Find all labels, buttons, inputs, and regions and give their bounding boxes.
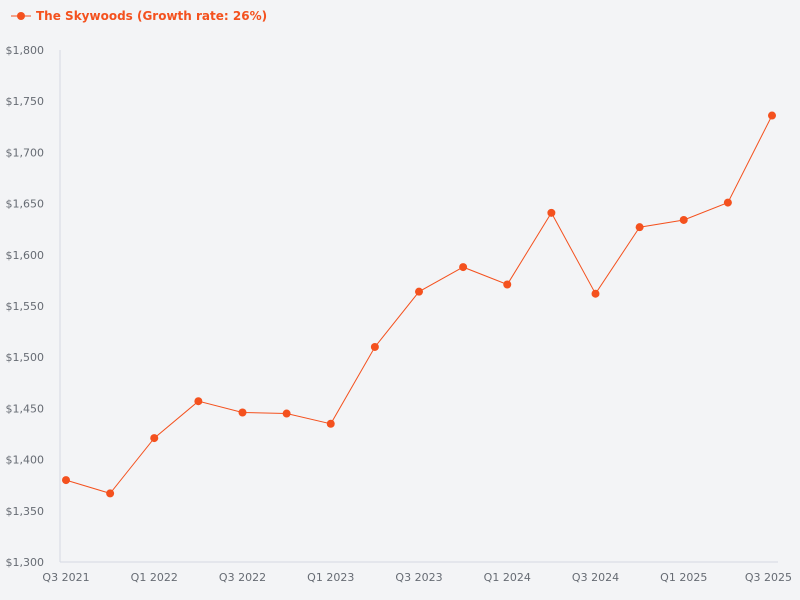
data-point[interactable]	[370, 342, 379, 351]
y-tick-label: $1,600	[6, 249, 45, 262]
data-point[interactable]	[326, 419, 335, 428]
data-point[interactable]	[503, 280, 512, 289]
x-tick-label: Q3 2024	[572, 571, 619, 584]
series-line	[65, 115, 773, 494]
y-tick-label: $1,650	[6, 198, 45, 211]
data-point[interactable]	[768, 111, 776, 120]
x-tick-label: Q3 2025	[745, 571, 792, 584]
data-point[interactable]	[547, 208, 556, 217]
data-point[interactable]	[62, 476, 70, 485]
y-tick-label: $1,350	[6, 505, 45, 518]
y-tick-label: $1,750	[6, 95, 45, 108]
data-point[interactable]	[282, 409, 291, 418]
x-tick-label: Q3 2021	[42, 571, 89, 584]
y-tick-label: $1,800	[6, 44, 45, 57]
data-point[interactable]	[415, 287, 423, 296]
x-axis: Q3 2021 Q1 2022 Q3 2022 Q1 2023 Q3 2023 Q1 20…	[42, 561, 792, 584]
data-point[interactable]	[238, 408, 247, 417]
x-tick-label: Q3 2022	[219, 571, 266, 584]
y-tick-label: $1,450	[6, 402, 45, 415]
data-point[interactable]	[194, 397, 203, 406]
y-tick-label: $1,400	[6, 454, 45, 467]
y-tick-label: $1,300	[6, 556, 45, 569]
series-layer	[62, 111, 776, 498]
y-axis: $1,300 $1,350 $1,400 $1,450 $1,500 $1,550 $1,6…	[6, 44, 61, 569]
x-tick-label: Q1 2025	[660, 571, 707, 584]
legend-line-marker-icon	[11, 12, 31, 20]
x-tick-label: Q1 2023	[307, 571, 354, 584]
y-tick-label: $1,500	[6, 351, 45, 364]
data-point[interactable]	[106, 489, 115, 498]
data-point[interactable]	[723, 198, 732, 207]
x-tick-label: Q3 2023	[395, 571, 442, 584]
y-tick-label: $1,550	[6, 300, 45, 313]
legend[interactable]: The Skywoods (Growth rate: 26%)	[10, 8, 267, 24]
y-tick-label: $1,700	[6, 146, 45, 159]
data-point[interactable]	[459, 263, 468, 272]
x-tick-label: Q1 2024	[484, 571, 531, 584]
data-point[interactable]	[150, 434, 159, 443]
data-point[interactable]	[591, 289, 600, 298]
x-tick-label: Q1 2022	[131, 571, 178, 584]
data-point[interactable]	[679, 215, 688, 224]
legend-series-label: The Skywoods (Growth rate: 26%)	[36, 9, 268, 23]
data-point[interactable]	[635, 223, 644, 232]
